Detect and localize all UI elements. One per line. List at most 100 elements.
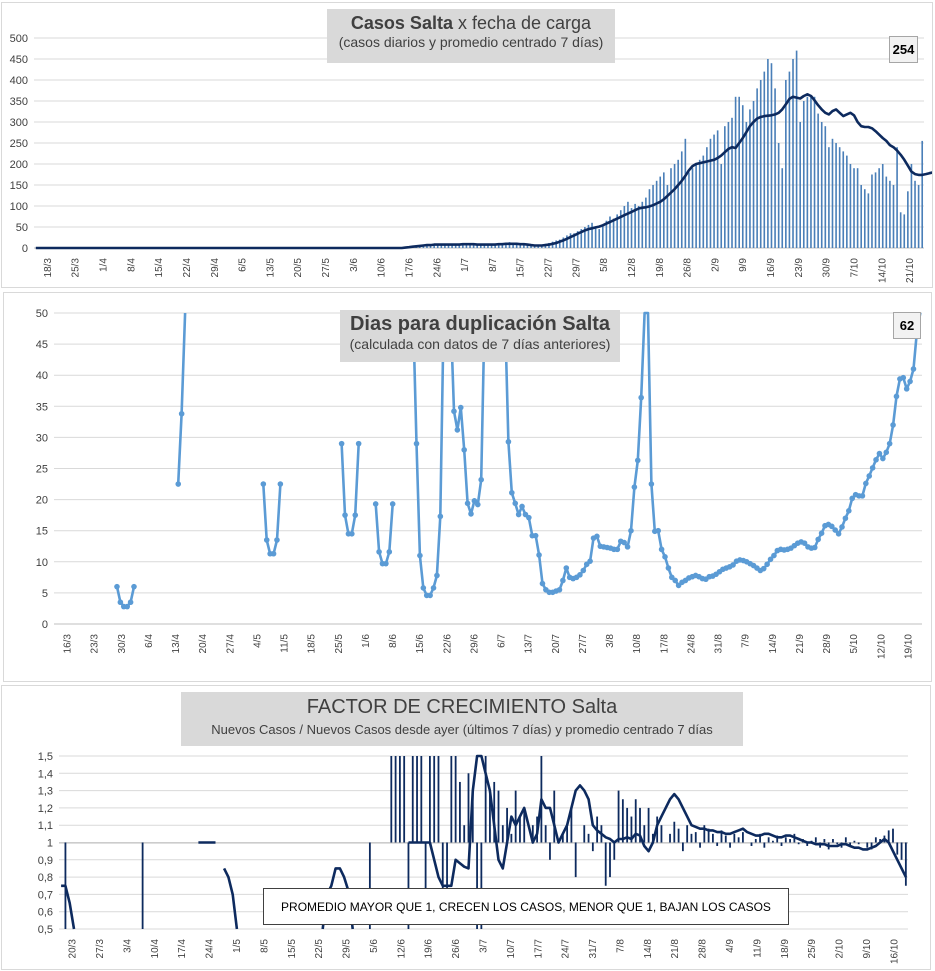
cases-daily-bar — [781, 168, 784, 248]
cases-x-tick-label: 23/9 — [794, 258, 805, 278]
growth-daily-bar — [742, 832, 744, 843]
duplication-point — [801, 540, 808, 546]
growth-daily-bar — [446, 842, 448, 895]
duplication-point — [454, 427, 461, 433]
duplication-point — [434, 572, 440, 579]
growth-daily-bar — [814, 837, 817, 843]
growth-daily-bar — [429, 756, 431, 843]
cases-daily-bar — [881, 164, 884, 248]
duplication-point — [386, 549, 393, 555]
cases-daily-bar — [907, 191, 909, 248]
growth-daily-bar — [549, 842, 551, 860]
growth-x-tick-label: 3/4 — [122, 939, 133, 953]
cases-daily-bar — [838, 147, 841, 248]
cases-daily-bar — [878, 168, 880, 248]
cases-daily-bar — [598, 229, 601, 248]
cases-y-tick-label: 400 — [10, 75, 28, 87]
growth-daily-bar — [531, 825, 534, 843]
cases-daily-bar — [684, 138, 687, 248]
growth-daily-bar — [626, 807, 629, 843]
duplication-point — [127, 599, 134, 606]
duplication-y-tick-label: 40 — [36, 370, 48, 382]
growth-daily-bar — [784, 837, 787, 843]
growth-daily-bar — [729, 842, 731, 848]
growth-daily-bar — [772, 840, 774, 843]
cases-daily-bar — [612, 218, 615, 248]
growth-daily-bar — [587, 833, 590, 843]
growth-x-tick-label: 5/6 — [369, 939, 380, 953]
cases-daily-bar — [874, 172, 877, 248]
growth-daily-bar — [510, 833, 513, 843]
cases-daily-bar — [680, 151, 683, 248]
duplication-point — [764, 561, 770, 568]
growth-daily-bar — [583, 825, 586, 843]
duplication-x-tick-label: 3/8 — [605, 634, 616, 648]
duplication-point — [628, 527, 634, 534]
duplication-x-tick-label: 31/8 — [714, 634, 725, 654]
duplication-point — [457, 404, 464, 411]
cases-daily-bar — [558, 239, 561, 248]
growth-daily-bar — [609, 842, 611, 878]
duplication-point — [655, 527, 661, 534]
growth-daily-bar — [441, 842, 444, 912]
cases-daily-bar — [440, 244, 443, 248]
cases-daily-bar — [785, 80, 787, 248]
duplication-point — [631, 484, 638, 490]
cases-daily-bar — [479, 244, 482, 248]
cases-daily-bar — [530, 245, 532, 248]
cases-daily-bar — [659, 176, 662, 248]
duplication-point — [420, 585, 427, 591]
growth-daily-bar — [707, 828, 710, 843]
duplication-x-tick-label: 16/3 — [63, 634, 74, 654]
duplication-point — [349, 531, 355, 537]
duplication-x-tick-label: 20/4 — [198, 634, 209, 654]
cases-daily-bar — [695, 164, 697, 248]
growth-daily-bar — [844, 837, 847, 843]
cases-daily-bar — [741, 105, 744, 248]
duplication-x-tick-label: 6/4 — [144, 634, 155, 648]
cases-daily-bar — [670, 168, 672, 248]
cases-daily-bar — [587, 224, 590, 248]
cases-x-tick-label: 1/7 — [460, 258, 471, 272]
duplication-x-tick-label: 14/9 — [768, 634, 779, 654]
duplication-point — [556, 586, 563, 593]
growth-daily-bar — [892, 828, 894, 843]
cases-daily-bar — [799, 122, 801, 248]
cases-y-tick-label: 150 — [10, 180, 28, 192]
growth-chart-panel: 0,5 0,6 0,7 0,8 0,9 1 1,1 1,2 1,3 1,4 1,5 20/3 27/3 3… — [1, 685, 931, 970]
cases-daily-bar — [451, 244, 453, 248]
cases-x-tick-label: 5/8 — [599, 258, 610, 272]
duplication-point — [417, 552, 423, 559]
growth-y-tick-label: 1,5 — [38, 751, 53, 763]
cases-daily-bar — [426, 245, 428, 248]
growth-daily-bar — [724, 835, 727, 843]
growth-x-tick-label: 17/4 — [177, 939, 188, 959]
duplication-point — [876, 450, 883, 457]
cases-daily-bar — [533, 246, 536, 248]
duplication-point — [277, 481, 284, 487]
cases-x-tick-label: 26/8 — [683, 258, 694, 278]
growth-daily-bar — [420, 756, 423, 843]
cases-daily-bar — [867, 193, 870, 248]
growth-daily-bar — [797, 842, 800, 845]
growth-daily-bar — [639, 807, 641, 843]
cases-x-tick-label: 3/6 — [349, 258, 360, 272]
cases-daily-bar — [842, 151, 845, 248]
growth-daily-bar — [506, 807, 508, 843]
cases-daily-bar — [454, 245, 457, 248]
cases-x-tick-label: 19/8 — [655, 258, 666, 278]
growth-daily-bar — [879, 839, 882, 843]
duplication-point — [767, 556, 774, 563]
cases-y-tick-label: 500 — [10, 33, 28, 45]
cases-latest-value-box: 254 — [889, 36, 918, 63]
growth-y-tick-label: 1,2 — [38, 803, 53, 815]
growth-daily-bar — [459, 781, 461, 843]
cases-daily-bar — [846, 155, 848, 248]
cases-chart-title: x fecha de carga — [457, 13, 592, 33]
duplication-point — [893, 393, 900, 400]
growth-daily-bar — [454, 756, 457, 843]
growth-daily-bar — [514, 790, 517, 843]
cases-y-tick-label: 100 — [10, 201, 28, 213]
cases-chart-subtitle: (casos diarios y promedio centrado 7 día… — [338, 34, 604, 50]
cases-x-tick-label: 1/4 — [99, 258, 110, 272]
